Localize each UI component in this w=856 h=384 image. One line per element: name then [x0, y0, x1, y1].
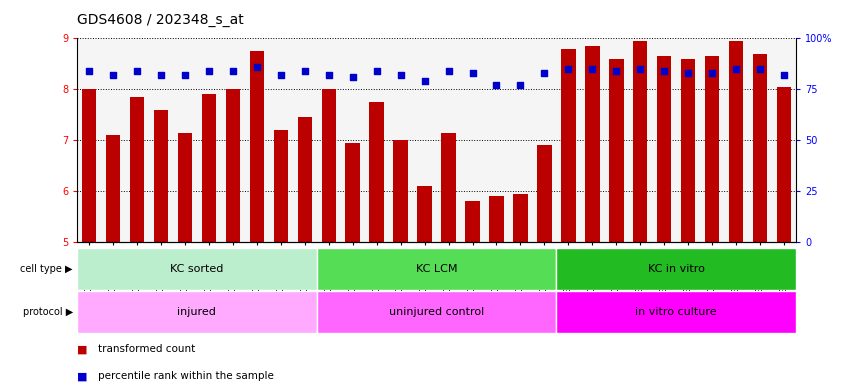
Point — [106, 72, 120, 78]
Bar — [514, 194, 527, 242]
Bar — [154, 110, 168, 242]
Bar — [322, 89, 336, 242]
Point — [514, 82, 527, 88]
Bar — [250, 51, 264, 242]
Bar — [106, 135, 120, 242]
Point — [777, 72, 791, 78]
Bar — [609, 59, 623, 242]
Bar — [226, 89, 240, 242]
Point — [346, 74, 360, 80]
Bar — [77, 248, 317, 290]
Bar — [556, 248, 796, 290]
Text: ■: ■ — [77, 344, 87, 354]
Point — [202, 68, 216, 74]
Point — [609, 68, 623, 74]
Bar — [370, 102, 383, 242]
Point — [298, 68, 312, 74]
Text: cell type ▶: cell type ▶ — [21, 264, 73, 274]
Bar — [729, 41, 743, 242]
Bar — [538, 145, 551, 242]
Point — [226, 68, 240, 74]
Text: KC in vitro: KC in vitro — [648, 264, 704, 274]
Bar — [298, 117, 312, 242]
Bar — [681, 59, 695, 242]
Point — [753, 66, 767, 72]
Bar — [633, 41, 647, 242]
Bar — [130, 97, 144, 242]
Point — [418, 78, 431, 84]
Point — [490, 82, 503, 88]
Bar — [556, 291, 796, 333]
Point — [394, 72, 407, 78]
Point — [586, 66, 599, 72]
Bar — [490, 196, 503, 242]
Text: injured: injured — [177, 307, 217, 317]
Point — [681, 70, 695, 76]
Text: GDS4608 / 202348_s_at: GDS4608 / 202348_s_at — [77, 13, 244, 27]
Point — [130, 68, 144, 74]
Point — [538, 70, 551, 76]
Point — [729, 66, 743, 72]
Bar — [202, 94, 216, 242]
Point — [250, 64, 264, 70]
Bar — [317, 291, 556, 333]
Text: ■: ■ — [77, 371, 87, 381]
Point — [442, 68, 455, 74]
Point — [370, 68, 383, 74]
Bar — [777, 87, 791, 242]
Text: transformed count: transformed count — [98, 344, 196, 354]
Point — [178, 72, 192, 78]
Text: in vitro culture: in vitro culture — [635, 307, 717, 317]
Bar — [346, 143, 360, 242]
Point — [154, 72, 168, 78]
Point — [82, 68, 96, 74]
Bar — [418, 186, 431, 242]
Bar — [753, 54, 767, 242]
Point — [633, 66, 647, 72]
Point — [274, 72, 288, 78]
Bar — [274, 130, 288, 242]
Point — [322, 72, 336, 78]
Text: percentile rank within the sample: percentile rank within the sample — [98, 371, 274, 381]
Bar — [562, 49, 575, 242]
Bar — [586, 46, 599, 242]
Bar — [317, 248, 556, 290]
Bar — [705, 56, 719, 242]
Text: KC LCM: KC LCM — [416, 264, 457, 274]
Bar — [178, 132, 192, 242]
Point — [562, 66, 575, 72]
Point — [657, 68, 671, 74]
Bar — [466, 201, 479, 242]
Bar — [657, 56, 671, 242]
Bar — [394, 140, 407, 242]
Text: KC sorted: KC sorted — [170, 264, 223, 274]
Text: protocol ▶: protocol ▶ — [22, 307, 73, 317]
Bar — [442, 132, 455, 242]
Point — [466, 70, 479, 76]
Text: uninjured control: uninjured control — [389, 307, 484, 317]
Bar — [77, 291, 317, 333]
Bar — [82, 89, 96, 242]
Point — [705, 70, 719, 76]
